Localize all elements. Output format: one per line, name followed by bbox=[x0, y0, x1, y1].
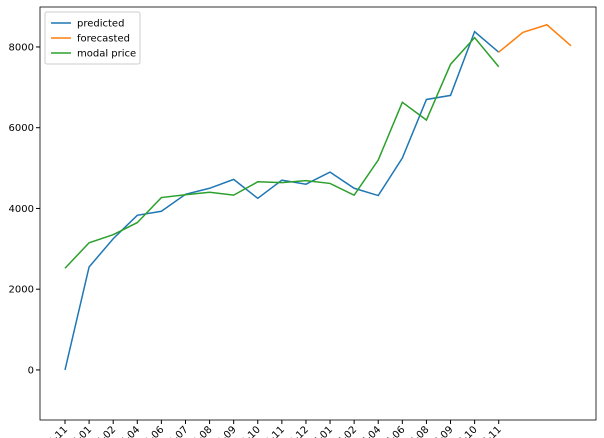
legend-label: forecasted bbox=[77, 34, 130, 45]
y-tick-label: 8000 bbox=[9, 42, 34, 53]
line-series bbox=[498, 23, 572, 53]
legend-label: modal price bbox=[77, 49, 136, 60]
y-tick-label: 6000 bbox=[9, 123, 34, 134]
plot-area bbox=[39, 6, 597, 421]
y-tick-label: 2000 bbox=[9, 285, 34, 296]
x-tick-label: 2014-11 bbox=[33, 424, 70, 438]
line-series bbox=[64, 30, 500, 371]
line-series bbox=[64, 36, 500, 269]
y-tick-label: 4000 bbox=[9, 204, 34, 215]
y-tick-label: 0 bbox=[28, 365, 34, 376]
legend-label: predicted bbox=[77, 19, 124, 30]
legend-box bbox=[44, 11, 141, 65]
